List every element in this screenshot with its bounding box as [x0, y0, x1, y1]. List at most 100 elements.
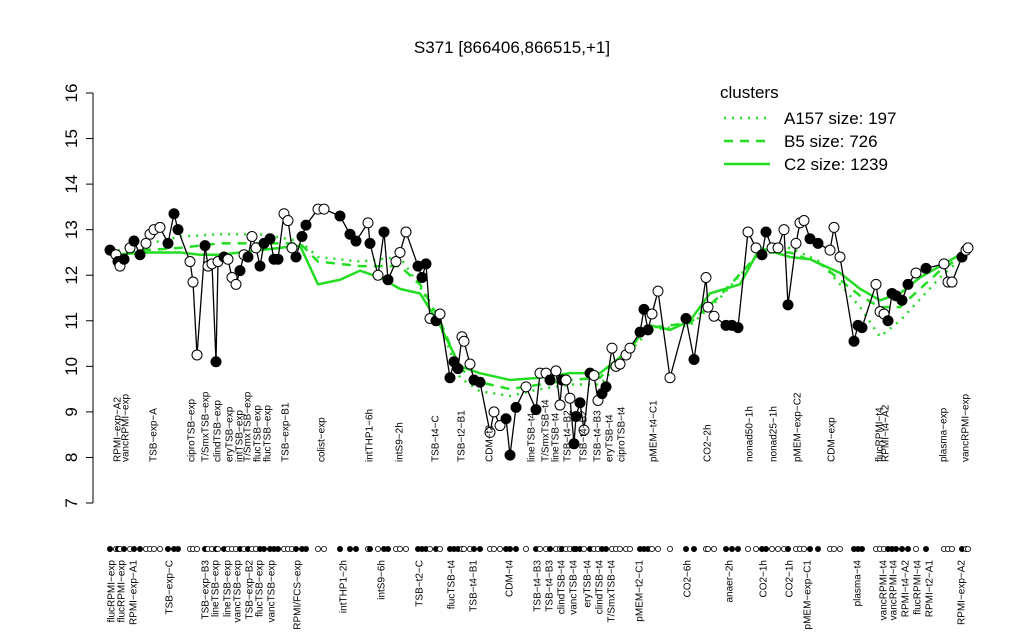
data-point	[756, 249, 768, 261]
x-label-top: T/SmxTSB−exp	[243, 391, 254, 462]
data-point	[168, 208, 180, 220]
y-tick-label: 15	[62, 129, 81, 148]
data-point	[488, 406, 500, 418]
sample-rug	[769, 546, 776, 553]
x-label-bottom: flucRPMI−exp	[117, 560, 128, 623]
data-point	[568, 438, 580, 450]
data-point	[222, 253, 234, 265]
sample-rug	[763, 546, 770, 553]
sample-rug	[837, 546, 844, 553]
data-point	[570, 410, 582, 422]
x-label-top: TSB−exp−B1	[281, 402, 292, 462]
x-label-top: eryTSB−exp	[225, 406, 236, 462]
data-point	[510, 401, 522, 413]
x-label-bottom: CO2−6h	[683, 560, 694, 598]
data-point	[210, 356, 222, 368]
legend-label: B5 size: 726	[784, 132, 878, 151]
x-label-bottom: clindTSB−t4	[595, 560, 606, 615]
x-label-bottom: anaer−2h	[725, 560, 736, 603]
sample-rug	[705, 546, 712, 553]
sample-rug	[627, 546, 634, 553]
data-point	[234, 265, 246, 277]
sample-rug	[260, 546, 267, 553]
data-point	[790, 237, 802, 249]
data-point	[530, 404, 542, 416]
data-point	[702, 301, 714, 313]
data-point	[812, 237, 824, 249]
x-label-top: CO2−2h	[703, 424, 714, 462]
data-point	[500, 413, 512, 425]
x-label-top: CDM−t2	[485, 425, 496, 462]
sample-rug	[513, 546, 520, 553]
sample-rug	[396, 546, 403, 553]
data-point	[664, 372, 676, 384]
data-point	[574, 397, 586, 409]
data-point	[554, 399, 566, 411]
data-point	[778, 224, 790, 236]
data-point	[560, 374, 572, 386]
sample-rug	[336, 546, 343, 553]
data-point	[484, 426, 496, 438]
data-point	[272, 253, 284, 265]
data-point	[742, 226, 754, 238]
data-point	[750, 242, 762, 254]
sample-rug	[292, 546, 299, 553]
x-label-bottom: T/SmxTSB−t4	[607, 560, 618, 623]
x-label-top: flucTSB−exp	[253, 405, 264, 462]
data-point	[296, 231, 308, 242]
data-point	[938, 258, 950, 270]
x-label-top: TSB−t2−B1	[457, 410, 468, 462]
data-point	[578, 424, 590, 436]
sample-rug	[649, 546, 656, 553]
sample-rug	[807, 546, 814, 553]
x-label-bottom: intS9−6h	[377, 560, 388, 600]
x-label-bottom: plasma−t4	[853, 560, 864, 607]
x-label-bottom: vancRPMI−t4	[879, 560, 890, 621]
x-label-bottom: TSB−t4−B3	[545, 560, 556, 612]
data-point	[464, 358, 476, 370]
x-label-bottom: lineTSB−exp	[211, 560, 222, 617]
y-tick-label: 8	[62, 453, 81, 462]
data-point	[494, 420, 506, 432]
x-label-bottom: flucRPMI−t4	[913, 560, 924, 615]
x-label-bottom: lineTSB−exp	[223, 560, 234, 617]
sample-rug	[775, 546, 782, 553]
data-point	[420, 258, 432, 270]
x-label-bottom: CO2−1h	[759, 560, 770, 598]
sample-rug	[193, 546, 200, 553]
data-point	[128, 235, 140, 247]
data-point	[564, 392, 576, 404]
data-point	[520, 381, 532, 393]
x-label-bottom: RPMI−t4−A2	[901, 560, 912, 618]
data-point	[184, 256, 196, 268]
x-label-top: pMEM−exp−C2	[793, 392, 804, 462]
sample-rug	[164, 546, 171, 553]
sample-rug	[735, 546, 742, 553]
x-label-top: colist−exp	[317, 417, 328, 462]
x-label-bottom: RPMI−exp−A1	[129, 560, 140, 625]
x-label-bottom: RPMI/FCS−exp	[293, 560, 304, 630]
sample-rug	[506, 546, 513, 553]
sample-rug	[320, 546, 327, 553]
sample-rug	[899, 546, 906, 553]
y-tick-label: 12	[62, 266, 81, 285]
y-tick-label: 16	[62, 84, 81, 103]
sample-rug	[352, 546, 359, 553]
data-point	[134, 249, 146, 261]
data-point	[962, 242, 974, 254]
y-tick-label: 13	[62, 220, 81, 239]
cluster-line	[109, 232, 969, 398]
x-label-top: T/SmxTSB−exp	[201, 391, 212, 462]
data-point	[646, 308, 658, 320]
sample-rug	[174, 546, 181, 553]
sample-rug	[156, 546, 163, 553]
data-point	[798, 215, 810, 227]
data-point	[187, 276, 199, 288]
sample-rug	[274, 546, 281, 553]
sample-rug	[723, 546, 730, 553]
x-label-top: RPMI−t4−A2	[881, 404, 892, 462]
data-point	[652, 285, 664, 297]
x-label-bottom: TSB−t2−C	[415, 560, 426, 607]
data-point	[732, 322, 744, 334]
sample-rug	[603, 546, 610, 553]
